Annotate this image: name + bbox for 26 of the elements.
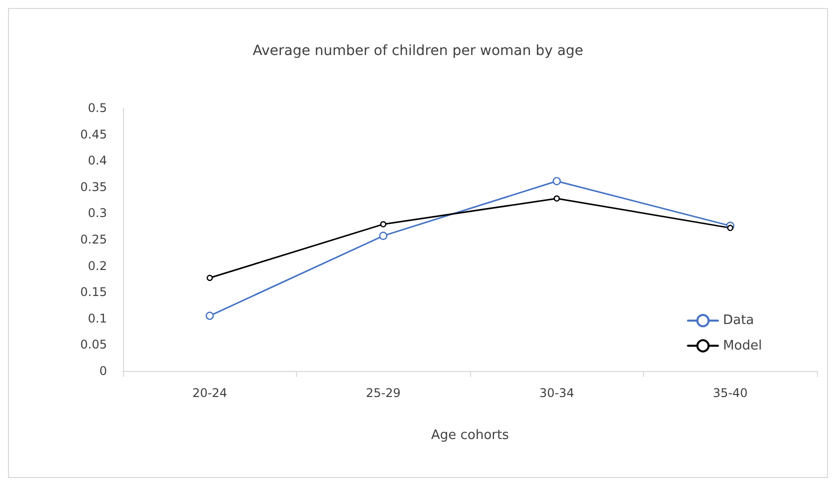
y-tick-label: 0.3 [88, 206, 107, 220]
y-tick-label: 0.5 [88, 101, 107, 115]
chart-title: Average number of children per woman by age [252, 43, 584, 59]
x-tick-label: 30-34 [539, 386, 574, 400]
y-tick-label: 0.4 [88, 154, 107, 168]
x-tick-label: 20-24 [192, 386, 228, 400]
y-tick-label: 0 [99, 364, 107, 378]
x-axis-title: Age cohorts [431, 428, 510, 443]
y-tick-label: 0.05 [80, 338, 107, 352]
point [552, 177, 561, 186]
point [554, 195, 560, 202]
x-tick-label: 35-40 [712, 386, 748, 400]
legend-label: Model [722, 338, 762, 354]
y-tick-label: 0.1 [88, 311, 107, 326]
point [206, 312, 214, 320]
legend-label: Data [722, 313, 754, 328]
y-tick-label: 0.45 [80, 127, 107, 142]
y-tick-label: 0.25 [80, 232, 107, 246]
y-tick-label: 0.2 [88, 258, 107, 273]
point [727, 224, 734, 232]
point [380, 221, 386, 228]
point [206, 274, 213, 281]
point [379, 232, 388, 240]
x-tick-label: 25-29 [366, 386, 401, 400]
y-tick-label: 0.35 [80, 180, 107, 194]
y-tick-label: 0.15 [80, 285, 107, 300]
